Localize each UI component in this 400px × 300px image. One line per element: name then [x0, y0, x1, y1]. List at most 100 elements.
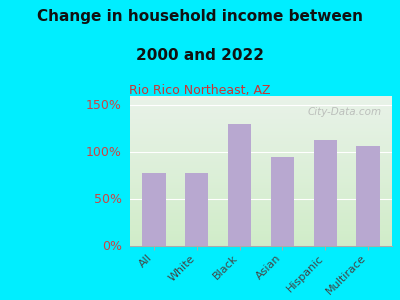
Bar [130, 234, 392, 236]
Bar [130, 226, 392, 228]
Bar [130, 242, 392, 243]
Bar [130, 171, 392, 172]
Bar [130, 214, 392, 216]
Bar [130, 147, 392, 148]
Bar [314, 140, 337, 246]
Bar [130, 154, 392, 156]
Bar [130, 212, 392, 213]
Bar [130, 228, 392, 230]
Bar [130, 138, 392, 140]
Bar [130, 220, 392, 222]
Bar [130, 103, 392, 105]
Bar [130, 189, 392, 190]
Bar [130, 224, 392, 225]
Bar [130, 167, 392, 168]
Bar [130, 231, 392, 232]
Bar [130, 237, 392, 238]
Bar [130, 96, 392, 98]
Bar [130, 172, 392, 174]
Bar [130, 210, 392, 212]
Bar [130, 232, 392, 234]
Bar [130, 164, 392, 165]
Bar [130, 129, 392, 130]
Bar [130, 176, 392, 177]
Bar [130, 169, 392, 171]
Bar [130, 183, 392, 184]
Bar [130, 202, 392, 204]
Bar [130, 218, 392, 219]
Bar [130, 148, 392, 150]
Bar [130, 216, 392, 218]
Bar [130, 219, 392, 220]
Bar [130, 238, 392, 240]
Bar [130, 206, 392, 207]
Bar [130, 99, 392, 100]
Bar [130, 152, 392, 153]
Bar [130, 156, 392, 158]
Text: 100%: 100% [86, 146, 122, 159]
Bar [130, 194, 392, 195]
Bar [130, 198, 392, 200]
Bar [130, 140, 392, 141]
Bar [130, 110, 392, 111]
Bar [130, 204, 392, 206]
Bar [130, 178, 392, 180]
Bar [130, 118, 392, 120]
Bar [130, 111, 392, 112]
Bar [130, 120, 392, 122]
Bar [130, 243, 392, 244]
Bar [130, 158, 392, 159]
Text: Change in household income between: Change in household income between [37, 9, 363, 24]
Bar [130, 159, 392, 160]
Bar [130, 182, 392, 183]
Bar [130, 136, 392, 138]
Bar [130, 100, 392, 102]
Bar [130, 168, 392, 170]
Bar [130, 192, 392, 194]
Bar [130, 122, 392, 123]
Bar [130, 126, 392, 128]
Bar [130, 124, 392, 126]
Text: City-Data.com: City-Data.com [308, 106, 382, 116]
Bar [271, 157, 294, 246]
Bar [130, 207, 392, 208]
Bar [130, 142, 392, 144]
Bar [356, 146, 380, 246]
Bar [130, 177, 392, 178]
Bar [130, 208, 392, 210]
Bar [130, 230, 392, 231]
Bar [130, 222, 392, 224]
Bar [130, 108, 392, 110]
Text: 0%: 0% [102, 239, 122, 253]
Bar [130, 186, 392, 188]
Bar [130, 106, 392, 108]
Bar [130, 200, 392, 201]
Bar [130, 130, 392, 132]
Bar [130, 213, 392, 214]
Bar [130, 160, 392, 162]
Text: 150%: 150% [86, 99, 122, 112]
Bar [130, 240, 392, 242]
Bar [130, 190, 392, 192]
Text: Rio Rico Northeast, AZ: Rio Rico Northeast, AZ [129, 84, 271, 97]
Bar [130, 196, 392, 198]
Bar [130, 105, 392, 106]
Bar [142, 173, 166, 246]
Bar [130, 132, 392, 134]
Text: 50%: 50% [94, 193, 122, 206]
Bar [130, 150, 392, 152]
Bar [130, 195, 392, 196]
Bar [130, 174, 392, 176]
Bar [130, 188, 392, 189]
Bar [130, 153, 392, 154]
Bar [130, 135, 392, 136]
Bar [185, 173, 208, 246]
Bar [130, 112, 392, 114]
Bar [130, 98, 392, 99]
Bar [130, 141, 392, 142]
Bar [130, 244, 392, 246]
Bar [130, 236, 392, 237]
Bar [130, 144, 392, 146]
Bar [130, 162, 392, 164]
Bar [130, 165, 392, 166]
